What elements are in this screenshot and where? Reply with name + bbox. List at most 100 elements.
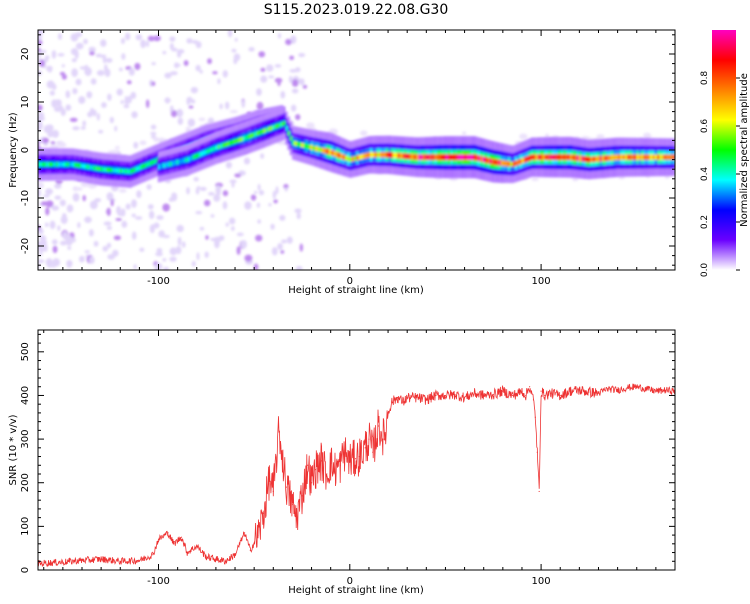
noise-speck	[57, 142, 67, 148]
noise-speck	[84, 216, 92, 223]
noise-speck	[162, 258, 167, 262]
noise-speck	[49, 90, 55, 96]
noise-speck	[45, 124, 54, 132]
ridge-cell	[574, 155, 577, 161]
noise-speck	[69, 117, 78, 122]
ridge-cell	[406, 153, 410, 160]
noise-speck	[248, 47, 255, 52]
noise-speck	[44, 222, 49, 228]
snr-point	[578, 389, 580, 391]
snr-point	[152, 554, 154, 556]
noise-speck	[244, 254, 253, 262]
y-tick-label: -20	[20, 238, 31, 254]
noise-speck	[43, 194, 50, 198]
noise-speck	[187, 118, 196, 127]
y-tick-label: 300	[20, 430, 31, 449]
ridge-cell	[140, 164, 144, 170]
ridge-cell	[521, 157, 525, 164]
ridge-cell	[432, 154, 435, 161]
ridge-cell	[597, 156, 600, 162]
noise-speck	[38, 47, 41, 53]
ridge-cell	[661, 154, 665, 160]
noise-speck	[273, 199, 278, 204]
snr-point	[215, 558, 217, 560]
ridge-cell	[244, 135, 248, 140]
noise-speck	[260, 75, 268, 83]
snr-point	[157, 538, 160, 541]
snr-point	[368, 438, 370, 440]
noise-speck	[71, 58, 77, 63]
noise-speck	[240, 239, 247, 249]
ridge-cell	[500, 160, 504, 166]
noise-speck	[163, 266, 169, 270]
noise-speck	[38, 189, 42, 198]
noise-speck	[241, 100, 246, 108]
noise-speck	[196, 252, 200, 261]
ridge-cell	[647, 154, 651, 160]
ridge-cell	[519, 158, 522, 165]
ridge-cell	[668, 154, 672, 160]
noise-speck	[60, 108, 66, 116]
noise-speck	[43, 243, 48, 252]
ridge-cell	[154, 158, 157, 164]
ridge-cell	[115, 168, 118, 173]
noise-speck	[126, 80, 132, 85]
snr-point	[617, 389, 619, 391]
ridge-cell	[383, 152, 387, 158]
ridge-cell	[367, 152, 371, 158]
ridge-cell	[314, 146, 318, 152]
noise-speck	[162, 203, 170, 212]
snr-point	[268, 477, 271, 479]
noise-speck	[45, 65, 53, 72]
ridge-cell	[173, 160, 177, 165]
ridge-cell	[185, 157, 188, 163]
noise-speck	[72, 193, 80, 202]
noise-speck	[294, 208, 302, 214]
noise-speck	[461, 131, 467, 136]
ridge-cell	[654, 154, 658, 160]
noise-speck	[205, 235, 209, 240]
noise-speck	[39, 59, 46, 68]
ridge-cell	[374, 152, 378, 158]
noise-speck	[116, 88, 123, 96]
ridge-cell	[166, 162, 170, 167]
noise-speck	[52, 258, 61, 267]
ridge-cell	[608, 155, 612, 161]
noise-speck	[295, 265, 303, 270]
ridge-cell	[189, 155, 193, 161]
noise-speck	[234, 173, 242, 178]
ridge-cell	[514, 160, 518, 166]
ridge-cell	[418, 154, 421, 161]
snr-point	[435, 394, 437, 397]
noise-speck	[41, 137, 49, 144]
ridge-cell	[162, 163, 165, 168]
ridge-cell	[606, 155, 610, 161]
ridge-cell	[590, 156, 594, 163]
snr-point	[119, 560, 121, 562]
ridge-cell	[103, 167, 107, 172]
noise-speck	[130, 91, 137, 99]
noise-speck	[186, 38, 193, 44]
spectrogram-secondary-ridge	[157, 107, 285, 183]
noise-speck	[116, 206, 121, 215]
ridge-cell	[261, 129, 264, 134]
noise-speck	[164, 72, 172, 79]
ridge-cell	[592, 156, 596, 162]
colorbar-tick-label: 0.4	[700, 167, 710, 182]
snr-point	[463, 397, 466, 399]
snr-point	[100, 558, 102, 560]
y-tick-label: 500	[20, 342, 31, 361]
ridge-cell	[44, 162, 47, 167]
snr-point	[167, 532, 169, 534]
noise-speck	[177, 117, 184, 125]
ridge-cell	[182, 158, 186, 163]
noise-speck	[219, 103, 223, 110]
noise-speck	[256, 101, 264, 111]
ridge-cell	[640, 154, 644, 160]
ridge-cell	[180, 158, 184, 164]
ridge-cell	[294, 141, 297, 146]
ridge-cell	[353, 155, 357, 161]
noise-speck	[176, 51, 182, 58]
noise-speck	[256, 202, 261, 208]
noise-speck	[139, 247, 145, 252]
